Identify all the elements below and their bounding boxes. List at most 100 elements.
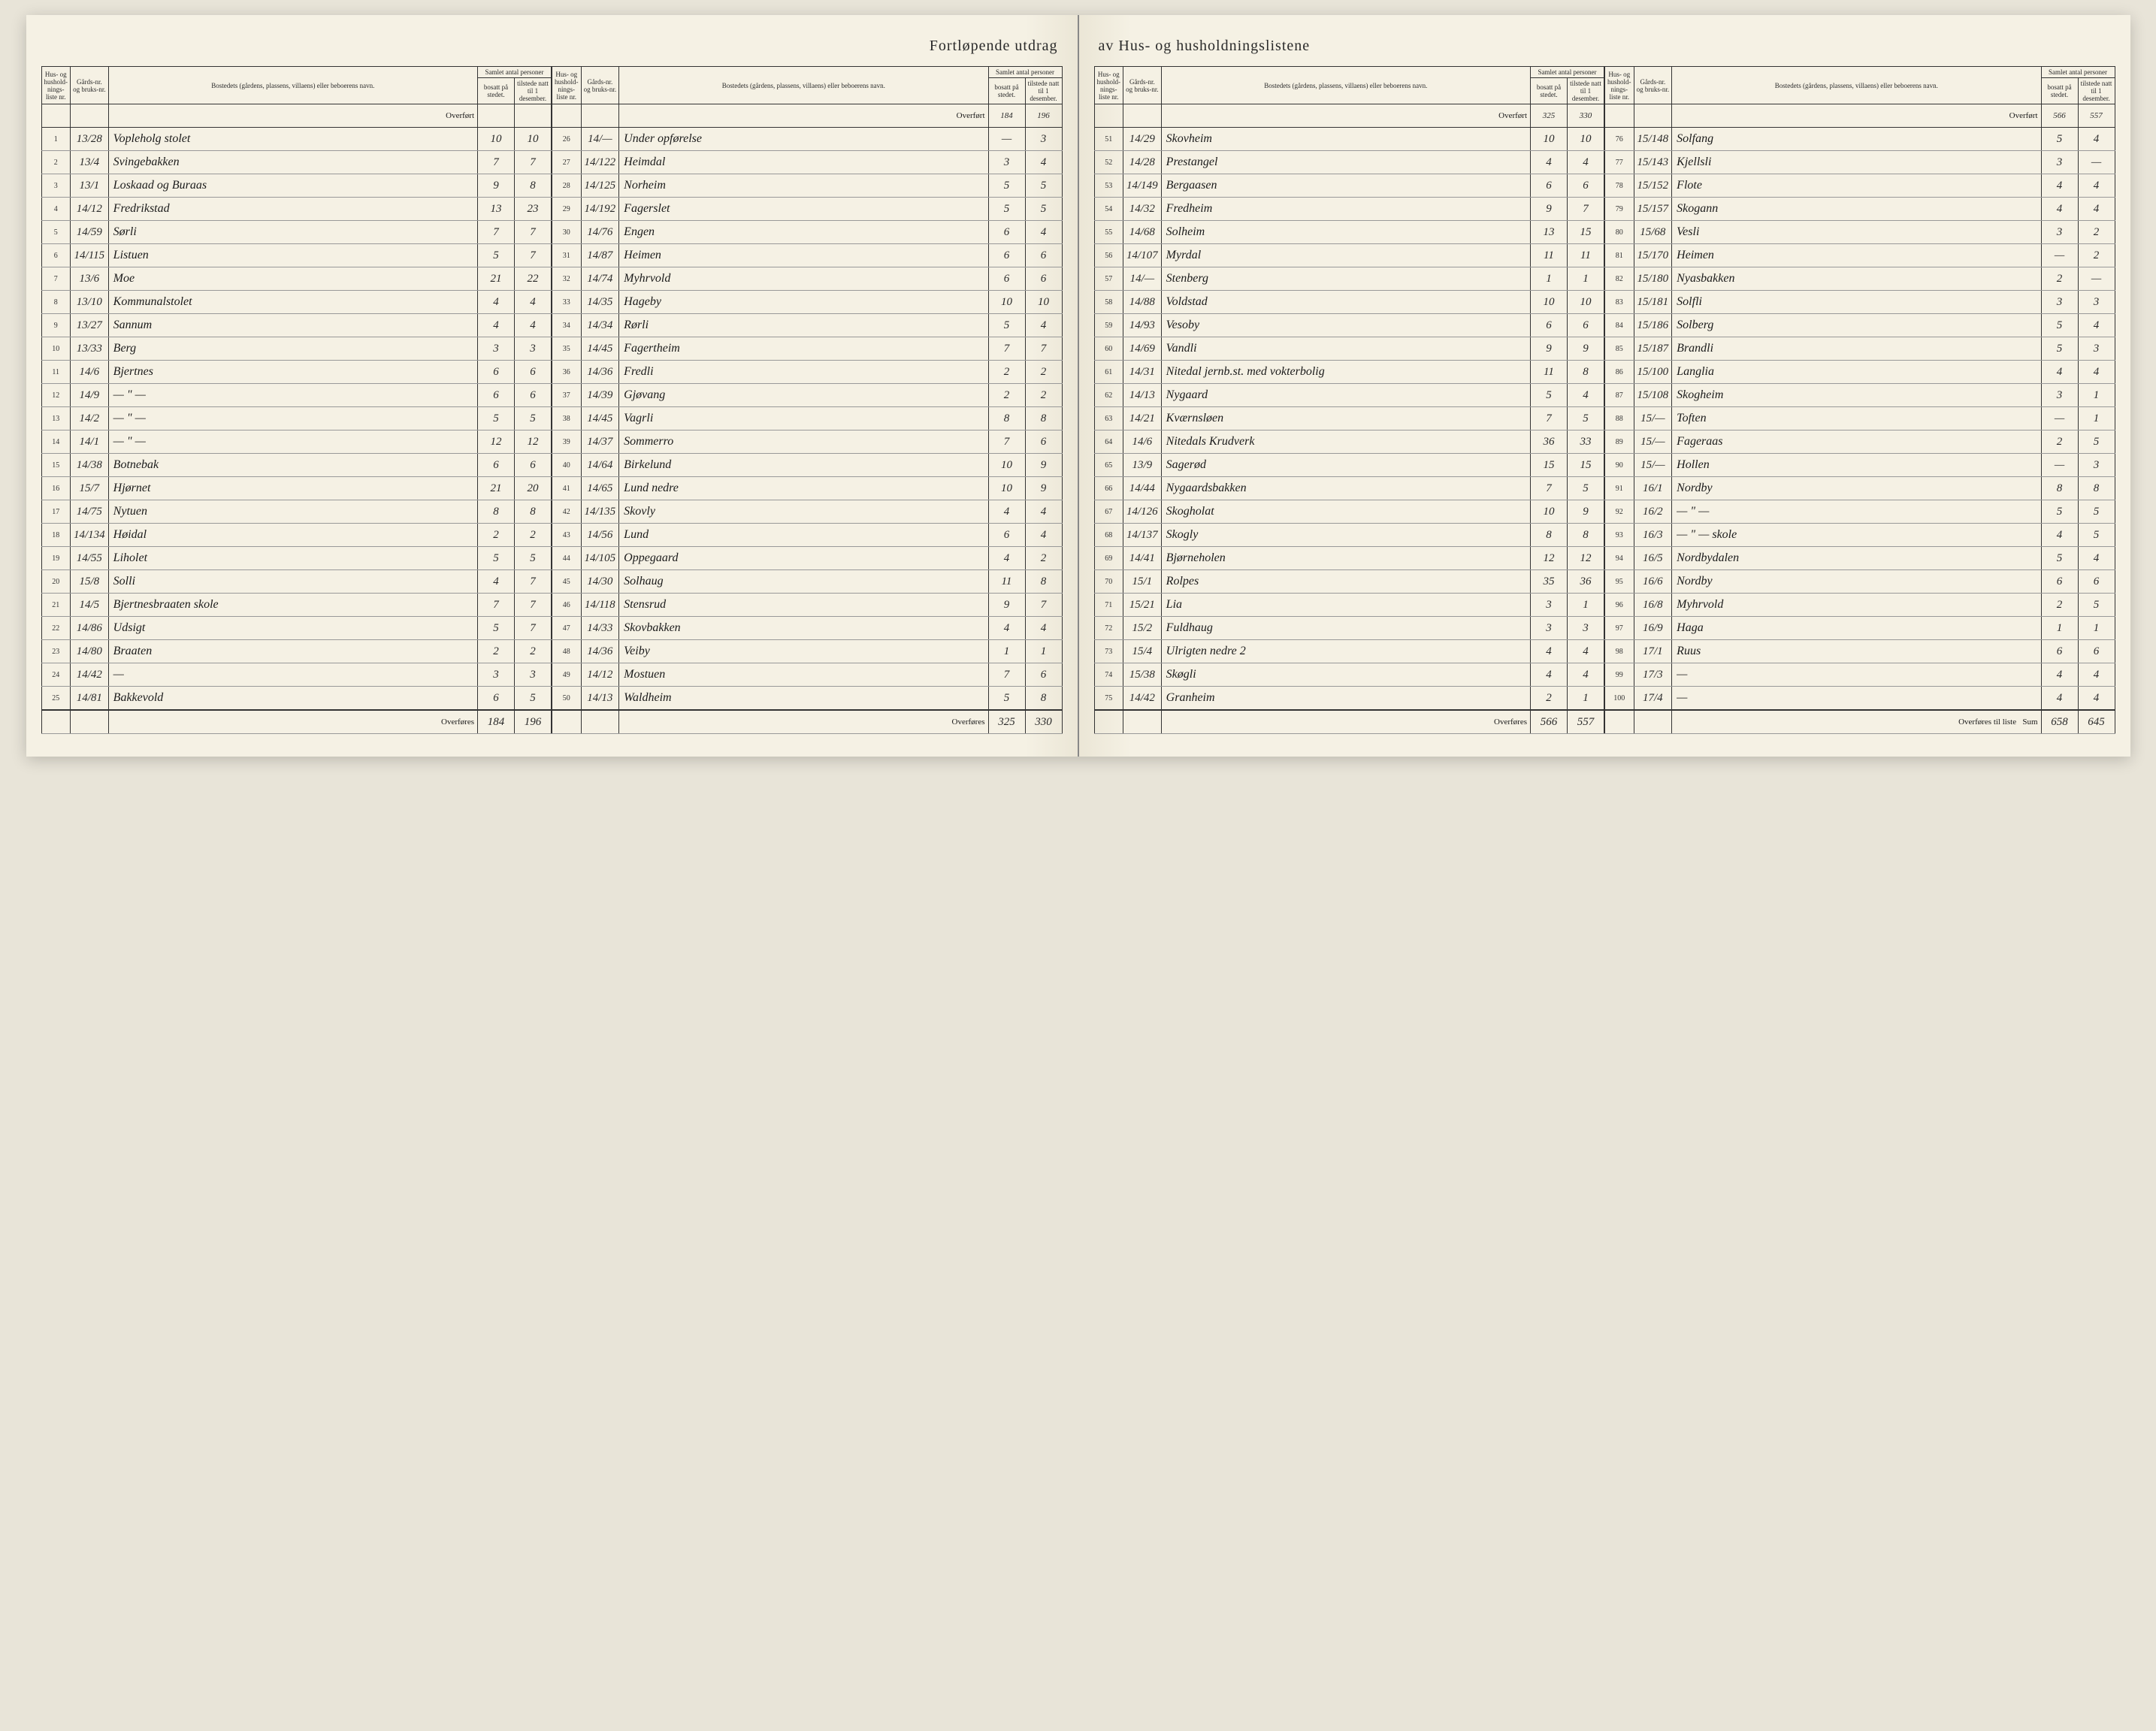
bosatt-val: 5 <box>1531 384 1568 407</box>
gards-nr: 15/21 <box>1123 594 1162 617</box>
bosatt-val: 11 <box>1531 361 1568 384</box>
tilstede-val: 6 <box>1568 314 1604 337</box>
col-samlet: Samlet antal personer <box>1531 67 1604 78</box>
table-row: 70 15/1 Rolpes 35 36 <box>1094 570 1604 594</box>
tilstede-val: 7 <box>515 570 552 594</box>
tilstede-val: 9 <box>1025 477 1062 500</box>
bosatt-val: 6 <box>988 244 1025 267</box>
col-bosted: Bostedets (gårdens, plassens, villaens) … <box>1672 67 2041 104</box>
bosatt-val: 9 <box>1531 337 1568 361</box>
tilstede-val: 8 <box>515 174 552 198</box>
gards-nr: 17/1 <box>1634 640 1672 663</box>
gards-nr: 14/13 <box>581 687 619 711</box>
row-number: 60 <box>1094 337 1123 361</box>
gards-nr: 14/33 <box>581 617 619 640</box>
table-row: 29 14/192 Fagerslet 5 5 <box>552 198 1063 221</box>
row-number: 62 <box>1094 384 1123 407</box>
tilstede-val: — <box>2078 151 2115 174</box>
overfores-bosatt: 658 <box>2041 710 2078 734</box>
gards-nr: 15/7 <box>71 477 109 500</box>
tilstede-val: 20 <box>515 477 552 500</box>
bosted-name: Heimen <box>1672 244 2041 267</box>
bosatt-val: 7 <box>478 221 515 244</box>
row-number: 4 <box>41 198 71 221</box>
gards-nr: 14/56 <box>581 524 619 547</box>
gards-nr: 14/192 <box>581 198 619 221</box>
col-liste-nr: Hus- og hushold-nings-liste nr. <box>552 67 582 104</box>
bosatt-val: 4 <box>478 291 515 314</box>
bosted-name: Rørli <box>619 314 988 337</box>
table-row: 22 14/86 Udsigt 5 7 <box>41 617 552 640</box>
tilstede-val: 5 <box>2078 430 2115 454</box>
gards-nr: 14/68 <box>1123 221 1162 244</box>
table-row: 10 13/33 Berg 3 3 <box>41 337 552 361</box>
gards-nr: 14/— <box>1123 267 1162 291</box>
gards-nr: 15/170 <box>1634 244 1672 267</box>
gards-nr: 13/10 <box>71 291 109 314</box>
tilstede-val: 5 <box>1568 477 1604 500</box>
tilstede-val: 7 <box>515 244 552 267</box>
table-row: 66 14/44 Nygaardsbakken 7 5 <box>1094 477 1604 500</box>
col-bosted: Bostedets (gårdens, plassens, villaens) … <box>1161 67 1530 104</box>
col-bosted: Bostedets (gårdens, plassens, villaens) … <box>619 67 988 104</box>
bosted-name: Ruus <box>1672 640 2041 663</box>
bosatt-val: 6 <box>478 361 515 384</box>
tilstede-val: 4 <box>2078 687 2115 711</box>
gards-nr: 13/9 <box>1123 454 1162 477</box>
bosted-name: Nitedal jernb.st. med vokterbolig <box>1161 361 1530 384</box>
row-number: 26 <box>552 128 582 151</box>
table-row: 92 16/2 — " — 5 5 <box>1605 500 2115 524</box>
tilstede-val: 4 <box>2078 174 2115 198</box>
bosted-name: Toften <box>1672 407 2041 430</box>
overfort-tilstede: 330 <box>1568 104 1604 128</box>
bosted-name: Langlia <box>1672 361 2041 384</box>
overfores-row: Overføres 325 330 <box>552 710 1063 734</box>
table-row: 87 15/108 Skogheim 3 1 <box>1605 384 2115 407</box>
row-number: 66 <box>1094 477 1123 500</box>
table-row: 54 14/32 Fredheim 9 7 <box>1094 198 1604 221</box>
row-number: 37 <box>552 384 582 407</box>
bosatt-val: 4 <box>478 570 515 594</box>
row-number: 71 <box>1094 594 1123 617</box>
row-number: 16 <box>41 477 71 500</box>
row-number: 25 <box>41 687 71 711</box>
tilstede-val: 4 <box>2078 314 2115 337</box>
bosatt-val: 2 <box>2041 594 2078 617</box>
tilstede-val: 36 <box>1568 570 1604 594</box>
table-row: 12 14/9 — " — 6 6 <box>41 384 552 407</box>
gards-nr: 14/45 <box>581 337 619 361</box>
bosted-name: Bakkevold <box>108 687 477 711</box>
gards-nr: 14/149 <box>1123 174 1162 198</box>
gards-nr: 14/135 <box>581 500 619 524</box>
bosted-name: Listuen <box>108 244 477 267</box>
bosted-name: Kværnsløen <box>1161 407 1530 430</box>
gards-nr: 16/2 <box>1634 500 1672 524</box>
gards-nr: 14/55 <box>71 547 109 570</box>
table-row: 53 14/149 Bergaasen 6 6 <box>1094 174 1604 198</box>
bosatt-val: 2 <box>2041 267 2078 291</box>
bosatt-val: 10 <box>1531 128 1568 151</box>
tilstede-val: 2 <box>1025 384 1062 407</box>
gards-nr: 14/88 <box>1123 291 1162 314</box>
row-number: 18 <box>41 524 71 547</box>
bosatt-val: 12 <box>478 430 515 454</box>
bosatt-val: 2 <box>1531 687 1568 711</box>
gards-nr: 15/157 <box>1634 198 1672 221</box>
gards-nr: 14/38 <box>71 454 109 477</box>
row-number: 23 <box>41 640 71 663</box>
row-number: 76 <box>1605 128 1634 151</box>
tilstede-val: 7 <box>1025 594 1062 617</box>
gards-nr: 15/180 <box>1634 267 1672 291</box>
tilstede-val: 8 <box>1568 524 1604 547</box>
ledger-table: Hus- og hushold-nings-liste nr. Gårds-nr… <box>1604 66 2115 734</box>
gards-nr: 14/5 <box>71 594 109 617</box>
bosted-name: Skovly <box>619 500 988 524</box>
bosted-name: Lund <box>619 524 988 547</box>
col-tilstede: tilstede natt til 1 desember. <box>1568 78 1604 104</box>
table-row: 23 14/80 Braaten 2 2 <box>41 640 552 663</box>
bosted-name: Engen <box>619 221 988 244</box>
gards-nr: 13/33 <box>71 337 109 361</box>
col-bosted: Bostedets (gårdens, plassens, villaens) … <box>108 67 477 104</box>
tilstede-val: 4 <box>2078 663 2115 687</box>
bosatt-val: 5 <box>478 617 515 640</box>
